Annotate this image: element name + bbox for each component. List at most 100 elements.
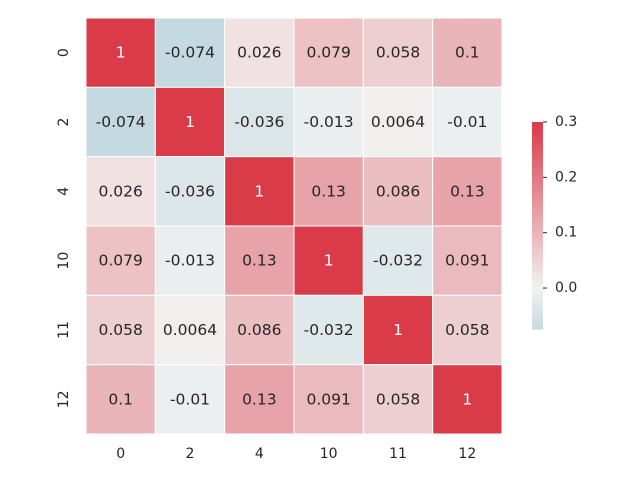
colorbar-segment xyxy=(532,225,543,228)
colorbar-segment xyxy=(532,151,543,154)
colorbar-segment xyxy=(532,313,543,316)
heatmap-cell-r0-c5 xyxy=(432,17,503,88)
colorbar-segment xyxy=(532,132,543,135)
heatmap-cell-r5-c0 xyxy=(85,364,156,435)
colorbar-segment xyxy=(532,261,543,265)
colorbar-segment xyxy=(532,168,543,171)
colorbar-segment xyxy=(532,134,543,137)
colorbar-segment xyxy=(532,184,543,187)
y-tick-label-10: 10 xyxy=(56,252,72,270)
heatmap-cell-r5-c3 xyxy=(293,364,364,435)
y-tick-label-2: 2 xyxy=(56,118,72,127)
cell-value-label-r1-c0: -0.074 xyxy=(96,113,146,131)
cell-value-label-r2-c1: -0.036 xyxy=(165,182,215,200)
cell-value-label-r3-c5: 0.091 xyxy=(445,252,489,270)
cell-value-label-r3-c0: 0.079 xyxy=(98,252,142,270)
cell-value-label-r0-c1: -0.074 xyxy=(165,44,215,62)
cell-value-label-r5-c4: 0.058 xyxy=(376,390,420,408)
cell-value-label-r1-c5: -0.01 xyxy=(447,113,487,131)
cell-value-label-r0-c0: 1 xyxy=(116,44,126,62)
colorbar-segment xyxy=(532,280,543,284)
cell-value-label-r2-c4: 0.086 xyxy=(376,182,420,200)
colorbar-segment xyxy=(532,256,543,259)
x-axis-ticks: 0 2 4 10 11 12 xyxy=(116,446,476,462)
colorbar-segment xyxy=(532,241,543,244)
colorbar-segment xyxy=(532,201,543,204)
y-axis-ticks: 0 2 4 10 11 12 xyxy=(56,48,72,408)
y-tick-label-4: 4 xyxy=(56,187,72,196)
colorbar-segment xyxy=(532,275,543,278)
cell-value-label-r1-c4: 0.0064 xyxy=(371,113,425,131)
heatmap-cell-r4-c0 xyxy=(85,294,156,366)
colorbar-segment xyxy=(532,218,543,221)
x-tick-label-0: 0 xyxy=(116,446,125,462)
heatmap-cell-r0-c1 xyxy=(154,17,226,88)
colorbar-segment xyxy=(532,327,543,330)
colorbar-segment xyxy=(532,325,543,328)
heatmap-cell-r3-c4 xyxy=(362,225,434,296)
cell-value-label-r0-c5: 0.1 xyxy=(455,44,480,62)
heatmap-cell-r5-c4 xyxy=(362,364,434,435)
colorbar-segment xyxy=(532,296,543,299)
colorbar-segment xyxy=(532,291,543,294)
colorbar-segment xyxy=(532,140,543,144)
colorbar-segment xyxy=(532,323,543,327)
colorbar-segment xyxy=(532,127,543,130)
colorbar-segment xyxy=(532,223,543,227)
colorbar-segment xyxy=(532,246,543,249)
colorbar-segment xyxy=(532,263,543,266)
colorbar-segment xyxy=(532,209,543,213)
cell-value-label-r3-c1: -0.013 xyxy=(165,252,215,270)
colorbar-segment xyxy=(532,258,543,261)
colorbar-segment xyxy=(532,147,543,151)
cell-value-label-r5-c3: 0.091 xyxy=(306,390,350,408)
heatmap-cell-r3-c3 xyxy=(293,225,364,296)
colorbar-segment xyxy=(532,144,543,147)
colorbar-segment xyxy=(532,203,543,206)
colorbar-segment xyxy=(532,273,543,277)
colorbar-segment xyxy=(532,159,543,163)
colorbar-segment xyxy=(532,192,543,196)
cell-value-label-r5-c0: 0.1 xyxy=(108,390,133,408)
cell-value-label-r3-c2: 0.13 xyxy=(242,252,277,270)
colorbar-segment xyxy=(532,187,543,190)
colorbar-segment xyxy=(532,227,543,230)
colorbar-segment xyxy=(532,251,543,254)
colorbar-segment xyxy=(532,232,543,235)
colorbar-segment xyxy=(532,163,543,166)
heatmap-cell-r3-c0 xyxy=(85,225,156,296)
colorbar-segment xyxy=(532,306,543,309)
heatmap-cell-r4-c4 xyxy=(362,294,434,366)
colorbar-segment xyxy=(532,220,543,223)
colorbar-segment xyxy=(532,172,543,175)
colorbar-segment xyxy=(532,158,543,161)
cell-value-label-r2-c5: 0.13 xyxy=(450,182,485,200)
colorbar-segment xyxy=(532,242,543,246)
colorbar-segment xyxy=(532,165,543,168)
colorbar-segment xyxy=(532,123,543,127)
heatmap-cell-r4-c3 xyxy=(293,294,364,366)
cell-value-label-r2-c2: 1 xyxy=(254,182,264,200)
y-tick-label-12: 12 xyxy=(56,390,72,408)
colorbar-segment xyxy=(532,235,543,239)
heatmap-cell-r3-c1 xyxy=(154,225,226,296)
colorbar-tick-label: 0.1 xyxy=(555,225,577,241)
colorbar-segment xyxy=(532,204,543,208)
colorbar-segment xyxy=(532,285,543,289)
colorbar-segment xyxy=(532,228,543,232)
colorbar-segment xyxy=(532,199,543,202)
colorbar-segment xyxy=(532,234,543,237)
colorbar-segment xyxy=(532,137,543,140)
cell-value-label-r5-c1: -0.01 xyxy=(170,390,210,408)
colorbar-segment xyxy=(532,153,543,156)
heatmap-cell-r1-c5 xyxy=(432,86,503,158)
colorbar-segment xyxy=(532,237,543,240)
colorbar-segment xyxy=(532,125,543,128)
heatmap-cell-r2-c5 xyxy=(432,156,503,227)
cell-value-label-r4-c2: 0.086 xyxy=(237,321,281,339)
colorbar-segment xyxy=(532,122,543,125)
cell-value-label-r4-c3: -0.032 xyxy=(304,321,354,339)
colorbar-segment xyxy=(532,206,543,209)
x-tick-label-10: 10 xyxy=(320,446,338,462)
cell-value-label-r3-c4: -0.032 xyxy=(373,252,423,270)
